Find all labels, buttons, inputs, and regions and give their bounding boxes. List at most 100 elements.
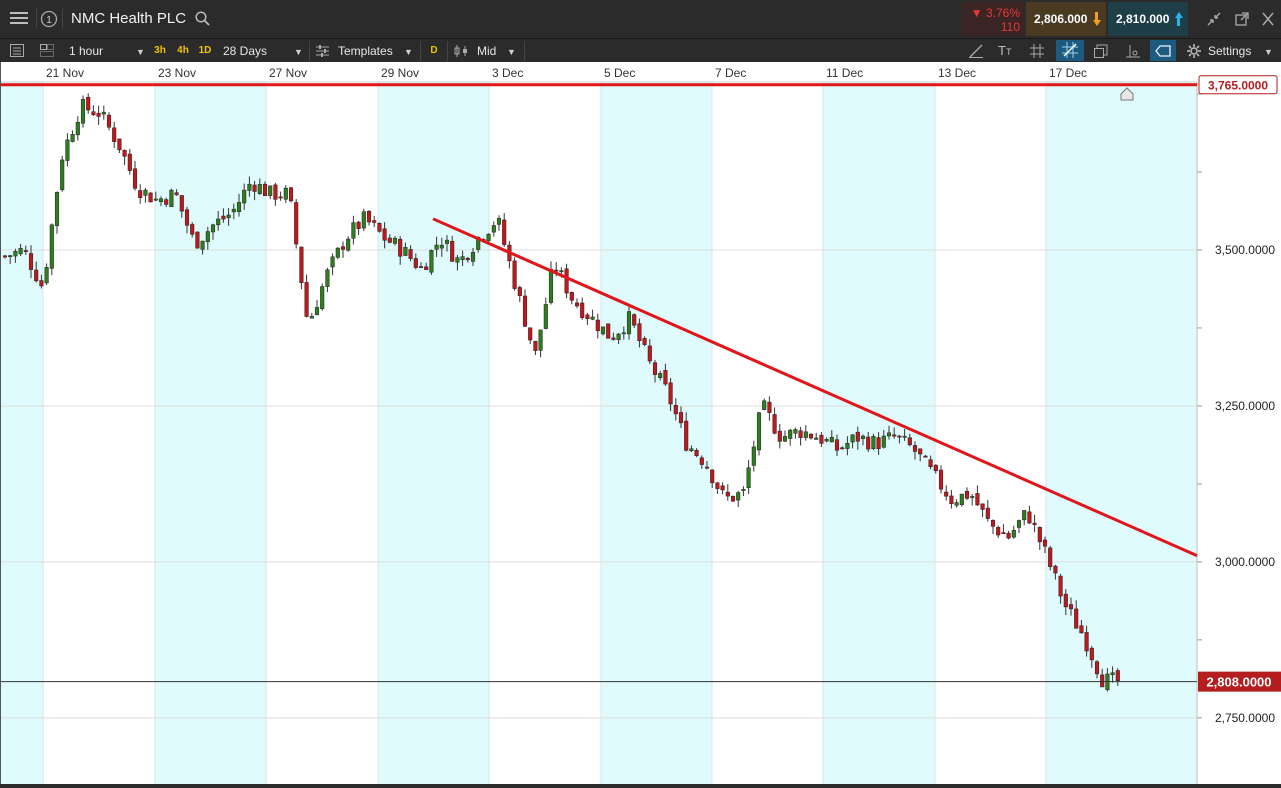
candle bbox=[892, 434, 897, 437]
change-percent: ▼ 3.76% bbox=[970, 6, 1020, 20]
candle bbox=[1074, 608, 1079, 629]
candle bbox=[533, 340, 538, 351]
chart-canvas[interactable]: 21 Nov 23 Nov 27 Nov 29 Nov 3 Dec 5 Dec 7 Dec 1… bbox=[1, 62, 1281, 784]
candle bbox=[1006, 532, 1011, 539]
candle bbox=[814, 437, 819, 440]
link-group-icon[interactable]: 1 bbox=[40, 10, 58, 30]
candle bbox=[1022, 510, 1027, 521]
candle bbox=[398, 238, 403, 257]
candle bbox=[294, 202, 299, 245]
trendline[interactable] bbox=[432, 217, 1198, 558]
candle bbox=[70, 134, 75, 142]
interval-1d-button[interactable]: 1D bbox=[198, 45, 212, 56]
candle bbox=[975, 493, 980, 506]
candle bbox=[184, 209, 190, 226]
templates-button[interactable]: Templates bbox=[338, 44, 393, 58]
candle bbox=[325, 269, 330, 287]
candle bbox=[455, 257, 460, 263]
d-button[interactable]: D bbox=[430, 45, 438, 56]
candle bbox=[195, 231, 200, 249]
candle bbox=[491, 225, 496, 233]
layout-icon[interactable] bbox=[40, 44, 54, 59]
candle bbox=[673, 405, 678, 415]
popout-icon[interactable] bbox=[1235, 12, 1249, 28]
date-axis bbox=[1, 62, 1281, 82]
chevron-down-icon: ▼ bbox=[404, 47, 413, 57]
candle bbox=[730, 495, 736, 502]
candle bbox=[933, 464, 938, 472]
candle bbox=[554, 269, 559, 272]
candle bbox=[1027, 511, 1032, 524]
buy-price: 2,810.000 bbox=[1116, 12, 1170, 26]
candle bbox=[1058, 575, 1063, 597]
session-band bbox=[1, 82, 43, 784]
gear-icon[interactable] bbox=[1187, 44, 1201, 60]
candle bbox=[569, 292, 574, 301]
price-chart[interactable]: 21 Nov 23 Nov 27 Nov 29 Nov 3 Dec 5 Dec 7 Dec 1… bbox=[0, 62, 1281, 784]
draw-line-icon[interactable] bbox=[969, 44, 983, 60]
candle bbox=[335, 247, 340, 258]
price-type-select[interactable]: Mid bbox=[477, 44, 497, 58]
interval-select[interactable]: 1 hour bbox=[69, 44, 104, 58]
resistance-price-label-box bbox=[1198, 75, 1278, 95]
candle bbox=[663, 370, 668, 385]
menu-icon[interactable] bbox=[10, 11, 28, 25]
text-size-icon[interactable]: TT bbox=[998, 43, 1012, 58]
candle bbox=[153, 198, 158, 201]
list-icon[interactable] bbox=[10, 44, 24, 59]
label-toggle[interactable] bbox=[1150, 40, 1176, 61]
candle bbox=[985, 507, 990, 519]
candle bbox=[65, 139, 70, 161]
candle bbox=[538, 329, 543, 351]
candle bbox=[580, 302, 585, 318]
close-icon[interactable] bbox=[1262, 12, 1274, 28]
label-icon bbox=[1155, 45, 1171, 57]
candle bbox=[403, 247, 408, 256]
buy-button[interactable]: 2,810.000 bbox=[1108, 2, 1188, 36]
candle bbox=[413, 258, 418, 268]
crosshair-toggle[interactable] bbox=[1056, 40, 1084, 61]
interval-4h-button[interactable]: 4h bbox=[177, 45, 189, 56]
candle bbox=[621, 332, 626, 335]
candle bbox=[944, 491, 949, 497]
candle bbox=[710, 469, 715, 484]
candle bbox=[460, 256, 465, 261]
candle bbox=[8, 255, 13, 257]
sell-button[interactable]: 2,806.000 bbox=[1026, 2, 1106, 36]
candle bbox=[632, 314, 637, 326]
svg-text:1: 1 bbox=[46, 15, 52, 26]
settings-button[interactable]: Settings bbox=[1208, 44, 1252, 58]
search-icon[interactable] bbox=[195, 11, 210, 28]
candle bbox=[75, 121, 80, 136]
down-arrow-icon bbox=[1093, 12, 1101, 26]
scroll-marker-icon[interactable] bbox=[1120, 87, 1134, 101]
candle bbox=[252, 184, 257, 192]
grid-icon[interactable] bbox=[1030, 44, 1044, 60]
range-select[interactable]: 28 Days bbox=[223, 44, 268, 58]
interval-3h-button[interactable]: 3h bbox=[154, 45, 166, 56]
candle bbox=[600, 326, 606, 335]
candle bbox=[855, 431, 860, 442]
indicator-icon[interactable] bbox=[1126, 44, 1140, 60]
copy-icon[interactable] bbox=[1094, 44, 1108, 60]
templates-icon[interactable] bbox=[316, 45, 329, 59]
collapse-icon[interactable] bbox=[1207, 12, 1221, 28]
candle bbox=[2, 255, 8, 258]
candle bbox=[590, 316, 595, 320]
candle bbox=[736, 492, 741, 501]
candle bbox=[819, 434, 824, 444]
candle bbox=[574, 302, 580, 307]
candlestick-type-icon[interactable] bbox=[454, 44, 470, 60]
candle bbox=[299, 246, 304, 283]
candle bbox=[928, 459, 933, 467]
date-tick-label: 11 Dec bbox=[826, 66, 863, 80]
date-tick-label: 17 Dec bbox=[1049, 66, 1087, 80]
candle bbox=[1089, 647, 1094, 661]
candle bbox=[860, 435, 866, 439]
candle bbox=[288, 187, 294, 202]
candle bbox=[179, 195, 184, 212]
candle bbox=[278, 196, 283, 199]
candle bbox=[106, 114, 112, 128]
candle bbox=[1037, 527, 1042, 543]
candle bbox=[231, 208, 236, 213]
